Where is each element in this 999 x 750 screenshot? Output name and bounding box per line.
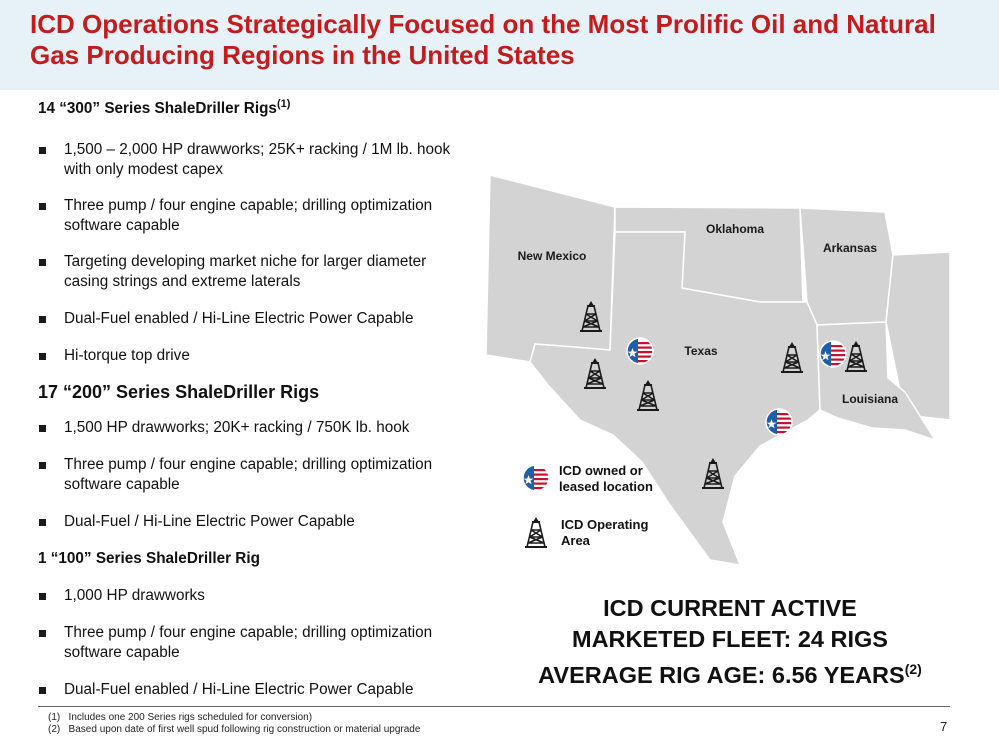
- section-200-heading-text: 17 “200” Series ShaleDriller Rigs: [38, 382, 320, 402]
- bullet-item: Three pump / four engine capable; drilli…: [38, 455, 468, 495]
- bullet-item: Three pump / four engine capable; drilli…: [38, 196, 468, 236]
- rig-series-sections: 14 “300” Series ShaleDriller Rigs(1) 1,5…: [38, 94, 468, 700]
- header-band: ICD Operations Strategically Focused on …: [0, 0, 999, 90]
- footnote-2: (2) Based upon date of first well spud f…: [48, 724, 421, 735]
- section-100-bullets: 1,000 HP drawworks Three pump / four eng…: [38, 586, 468, 700]
- fleet-line-3-text: AVERAGE RIG AGE: 6.56 YEARS: [538, 662, 905, 688]
- footnote-1: (1) Includes one 200 Series rigs schedul…: [48, 712, 313, 723]
- bullet-item: 1,500 HP drawworks; 20K+ racking / 750K …: [38, 418, 468, 438]
- fleet-summary: ICD CURRENT ACTIVE MARKETED FLEET: 24 RI…: [520, 593, 940, 691]
- bullet-item: Dual-Fuel enabled / Hi-Line Electric Pow…: [38, 309, 468, 329]
- page-title: ICD Operations Strategically Focused on …: [30, 9, 936, 70]
- bullet-item: 1,000 HP drawworks: [38, 586, 468, 606]
- us-flag-circle-icon: [627, 338, 653, 364]
- map-legend: [523, 465, 549, 549]
- bullet-item: 1,500 – 2,000 HP drawworks; 25K+ racking…: [38, 140, 468, 180]
- bullet-item: Targeting developing market niche for la…: [38, 252, 468, 292]
- fleet-line-1: ICD CURRENT ACTIVE: [603, 595, 857, 621]
- label-texas: Texas: [684, 344, 717, 358]
- section-100-heading-text: 1 “100” Series ShaleDriller Rig: [38, 550, 260, 567]
- state-labels: New Mexico Oklahoma Arkansas Texas Louis…: [518, 222, 899, 406]
- label-arkansas: Arkansas: [823, 241, 877, 255]
- bullet-item: Dual-Fuel enabled / Hi-Line Electric Pow…: [38, 680, 468, 700]
- bullet-item: Three pump / four engine capable; drilli…: [38, 623, 468, 663]
- state-new-mexico: [485, 174, 616, 363]
- state-mississippi: [885, 251, 951, 421]
- label-new-mexico: New Mexico: [518, 249, 587, 263]
- legend-location: ICD owned or leased location: [559, 463, 669, 495]
- state-arkansas: [799, 207, 894, 326]
- us-flag-circle-icon: [820, 341, 846, 367]
- drilling-rig-icon: [524, 516, 548, 549]
- label-oklahoma: Oklahoma: [706, 222, 764, 236]
- us-flag-circle-icon: [523, 465, 549, 491]
- legend-location-text: ICD owned or leased location: [559, 463, 653, 494]
- fleet-line-3: AVERAGE RIG AGE: 6.56 YEARS(2): [520, 654, 940, 691]
- section-200-heading: 17 “200” Series ShaleDriller Rigs: [38, 381, 468, 403]
- label-louisiana: Louisiana: [842, 392, 898, 406]
- section-300-footnote-ref: (1): [276, 98, 291, 110]
- us-flag-circle-icon: [766, 409, 792, 435]
- section-100-heading: 1 “100” Series ShaleDriller Rig: [38, 549, 468, 569]
- section-200-bullets: 1,500 HP drawworks; 20K+ racking / 750K …: [38, 418, 468, 532]
- fleet-footnote-ref: (2): [904, 661, 922, 677]
- section-300-bullets: 1,500 – 2,000 HP drawworks; 25K+ racking…: [38, 140, 468, 366]
- footnotes: (1) Includes one 200 Series rigs schedul…: [48, 712, 420, 736]
- legend-operating-area: ICD Operating Area: [561, 517, 671, 549]
- legend-area-text: ICD Operating Area: [561, 517, 649, 548]
- page-number: 7: [940, 719, 948, 734]
- bullet-item: Dual-Fuel / Hi-Line Electric Power Capab…: [38, 512, 468, 532]
- section-300-heading: 14 “300” Series ShaleDriller Rigs(1): [38, 94, 468, 119]
- fleet-line-2: MARKETED FLEET: 24 RIGS: [572, 625, 888, 652]
- footnote-divider: [38, 706, 950, 707]
- bullet-item: Hi-torque top drive: [38, 346, 468, 366]
- state-texas: [529, 231, 821, 566]
- section-300-heading-text: 14 “300” Series ShaleDriller Rigs: [38, 100, 277, 117]
- regional-map: New Mexico Oklahoma Arkansas Texas Louis…: [485, 174, 951, 566]
